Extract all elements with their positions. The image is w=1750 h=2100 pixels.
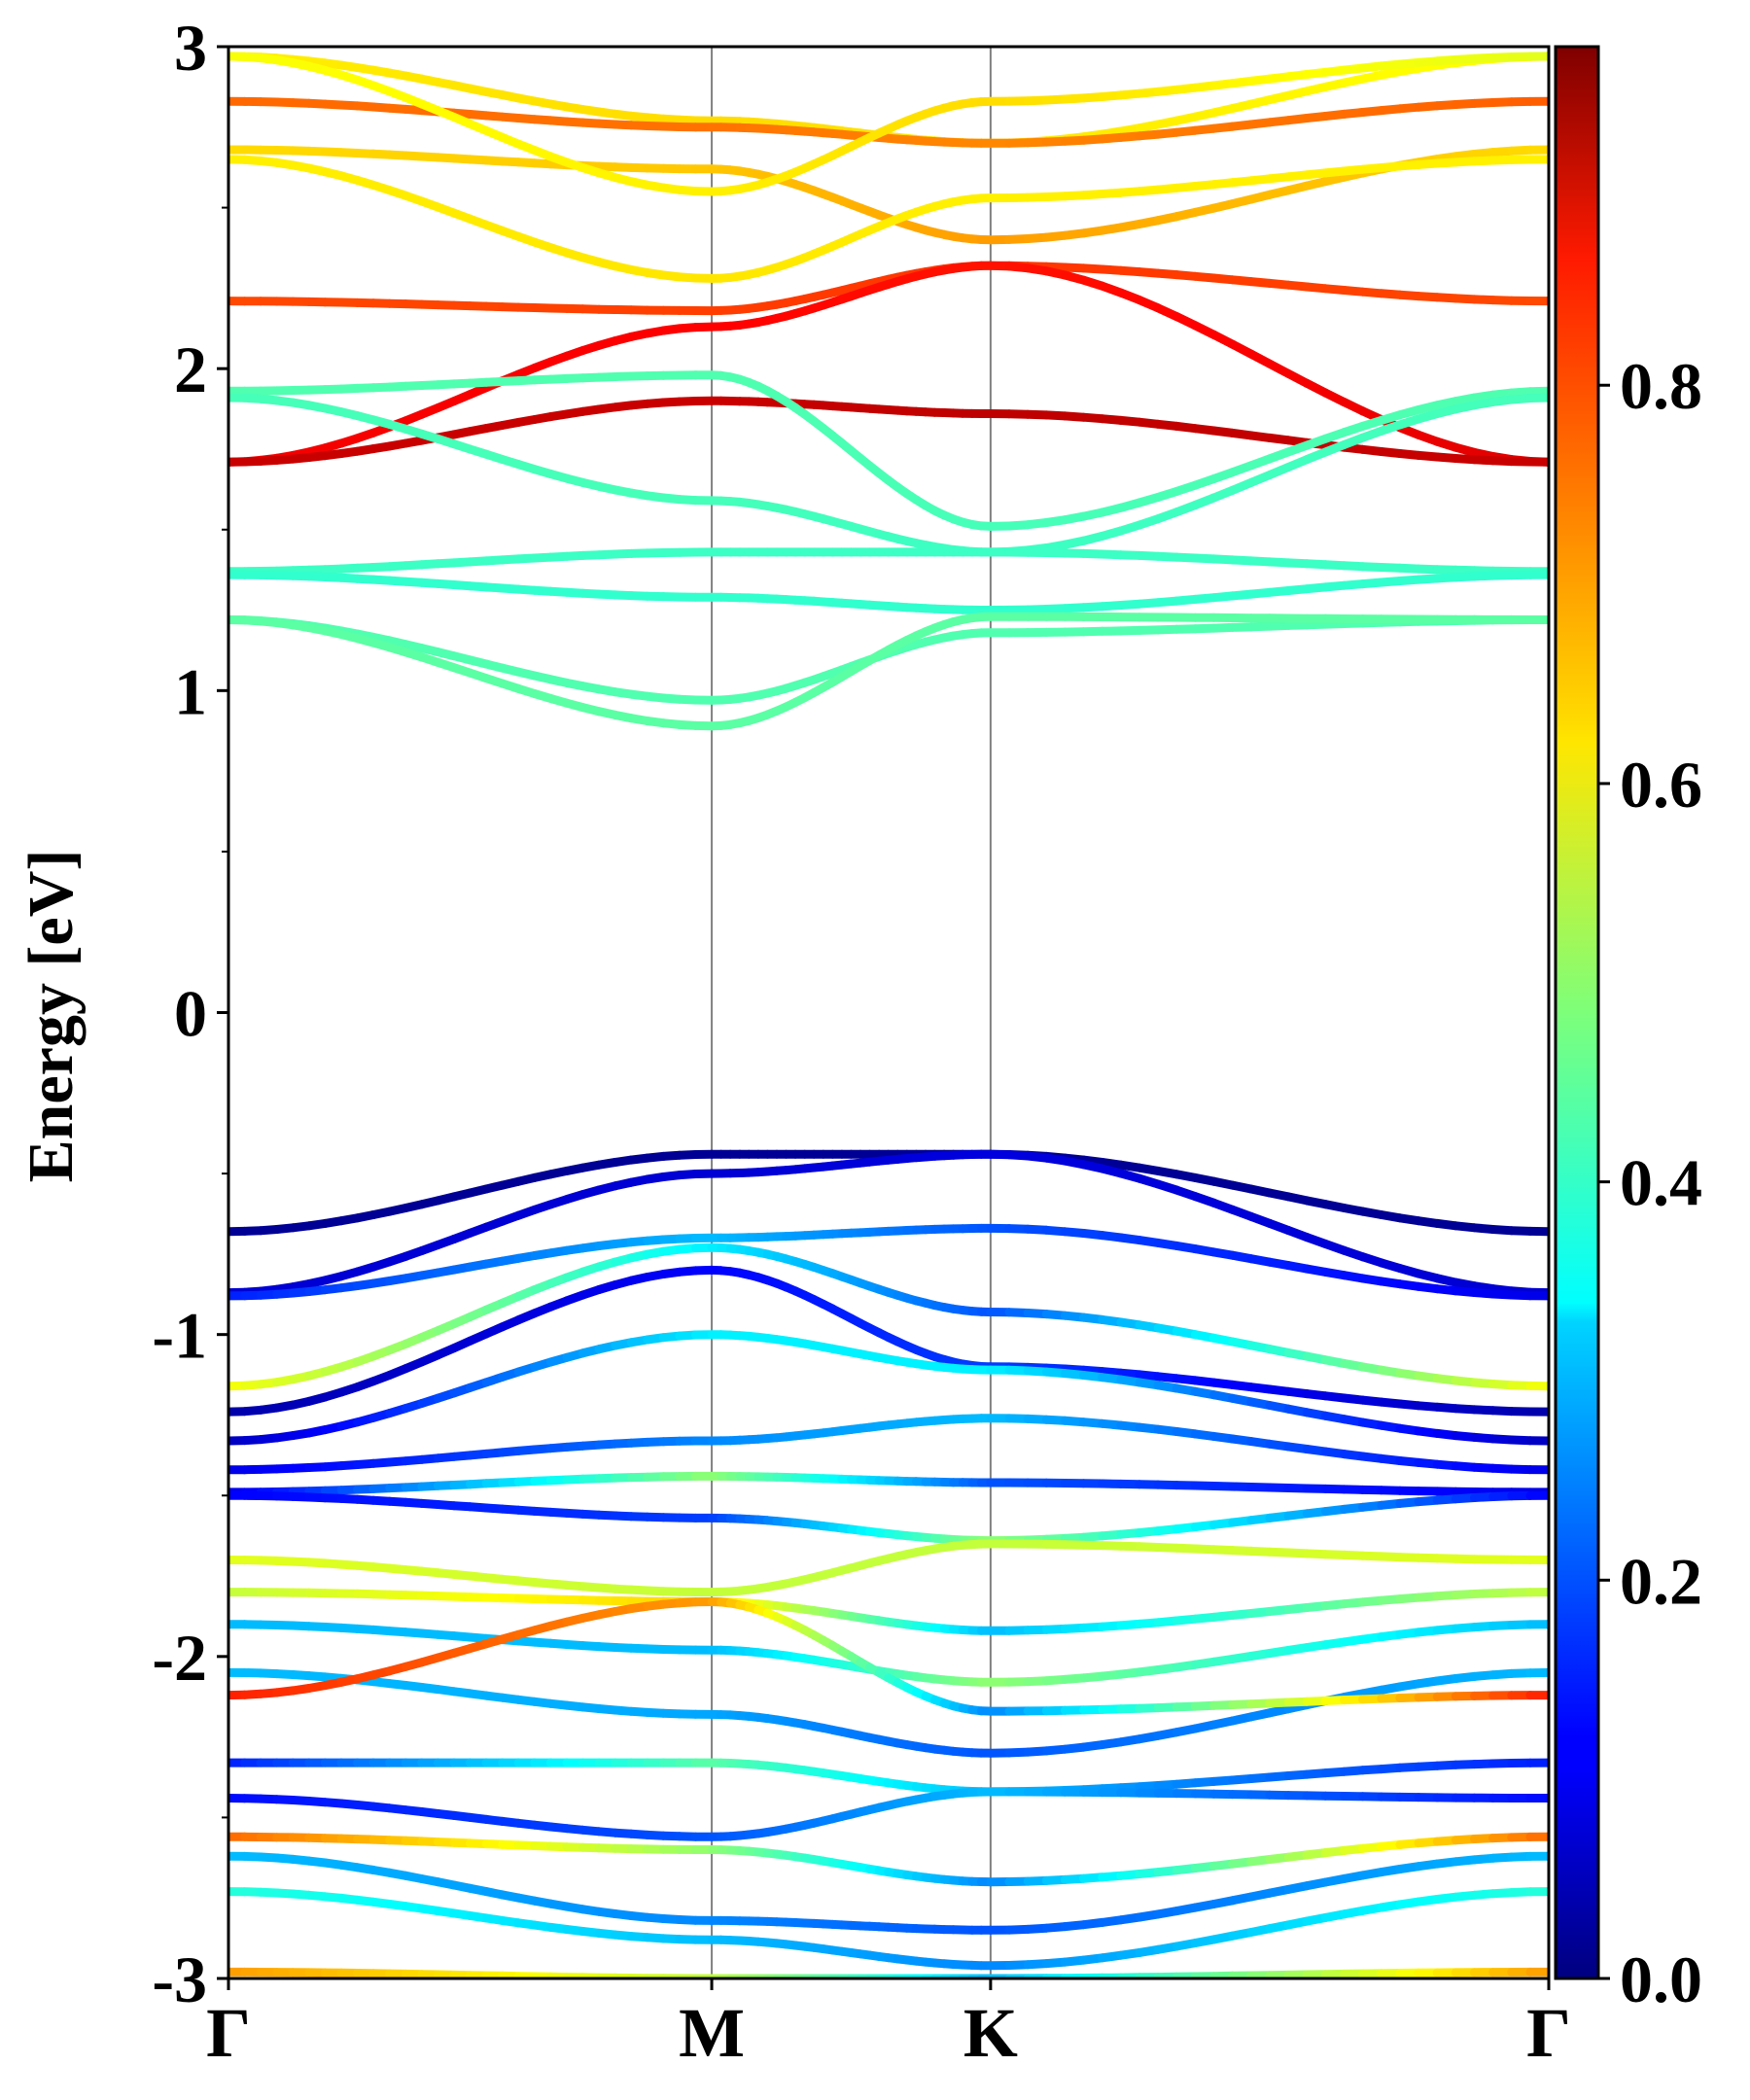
band-line: [228, 1330, 1549, 1446]
band-line: [228, 393, 1549, 557]
band-line: [228, 1597, 1549, 1716]
band-line: [228, 1490, 1549, 1546]
band-line: [228, 615, 1549, 705]
x-tick-label: M: [679, 1994, 745, 2072]
band-line: [228, 547, 1549, 577]
y-tick-label: -3: [152, 1942, 207, 2016]
band-line: [228, 1887, 1549, 1971]
colorbar-tick-label: 0.2: [1620, 1544, 1702, 1618]
band-line: [228, 1620, 1549, 1687]
band-line: [228, 1588, 1549, 1635]
band-line: [228, 370, 1549, 531]
band-line: [228, 52, 1549, 196]
y-tick-label: 0: [174, 977, 207, 1051]
colorbar-tick-label: 0.4: [1620, 1146, 1702, 1220]
band-line: [228, 1667, 1549, 1758]
band-line: [228, 1223, 1549, 1301]
band-line: [228, 612, 1549, 731]
x-tick-label: K: [963, 1994, 1018, 2072]
band-line: [228, 145, 1549, 245]
band-line: [228, 1851, 1549, 1935]
band-segment: [1525, 393, 1549, 402]
y-tick-label: -1: [152, 1299, 207, 1373]
band-line: [228, 1787, 1549, 1841]
band-line: [228, 1414, 1549, 1475]
colorbar-tick-label: 0.8: [1620, 349, 1702, 423]
high-symmetry-lines: [711, 47, 992, 1978]
band-line: [228, 570, 1549, 614]
band-line: [228, 1471, 1549, 1497]
x-tick-label: Γ: [206, 1994, 251, 2072]
colorbar: 0.0 0.2 0.4 0.6 0.8: [1554, 45, 1702, 2016]
band-line: [228, 1242, 1549, 1391]
y-tick-label: 3: [174, 11, 207, 85]
band-line: [228, 96, 1549, 148]
y-tick-label: -2: [152, 1621, 207, 1695]
x-tick-label: Γ: [1526, 1994, 1571, 2072]
energy-bands: [228, 52, 1549, 1978]
y-tick-label: 1: [174, 654, 207, 728]
band-line: [228, 1265, 1549, 1417]
colorbar-gradient: [1554, 45, 1600, 1980]
band-line: [228, 1758, 1549, 1797]
y-tick-label: 2: [174, 332, 207, 406]
band-segment: [1525, 386, 1549, 397]
y-axis-title: Energy [eV]: [16, 850, 87, 1183]
band-line: [228, 1832, 1549, 1887]
colorbar-ticks: 0.0 0.2 0.4 0.6 0.8: [1598, 349, 1702, 2016]
band-line: [228, 1539, 1549, 1597]
band-line: [228, 1149, 1549, 1237]
band-line: [228, 155, 1549, 283]
colorbar-tick-label: 0.0: [1620, 1942, 1702, 2016]
y-axis: -3 -2 -1 0 1 2 3: [152, 11, 228, 2016]
colorbar-tick-label: 0.6: [1620, 748, 1702, 822]
plot-area: [227, 45, 1551, 1980]
